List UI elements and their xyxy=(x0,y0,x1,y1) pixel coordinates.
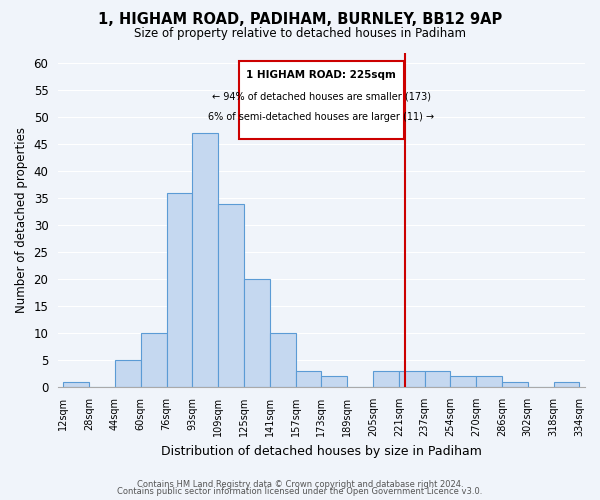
Bar xyxy=(554,382,580,387)
Text: ← 94% of detached houses are smaller (173): ← 94% of detached houses are smaller (17… xyxy=(212,92,431,102)
Bar xyxy=(296,371,322,387)
Bar xyxy=(425,371,451,387)
Bar xyxy=(373,371,399,387)
Bar xyxy=(167,193,193,387)
Text: 1, HIGHAM ROAD, PADIHAM, BURNLEY, BB12 9AP: 1, HIGHAM ROAD, PADIHAM, BURNLEY, BB12 9… xyxy=(98,12,502,28)
Bar xyxy=(451,376,476,387)
Bar xyxy=(322,376,347,387)
Bar xyxy=(218,204,244,387)
Bar xyxy=(476,376,502,387)
Bar xyxy=(399,371,425,387)
Text: 6% of semi-detached houses are larger (11) →: 6% of semi-detached houses are larger (1… xyxy=(208,112,434,122)
Text: 1 HIGHAM ROAD: 225sqm: 1 HIGHAM ROAD: 225sqm xyxy=(247,70,396,81)
Bar xyxy=(270,333,296,387)
Bar xyxy=(502,382,528,387)
X-axis label: Distribution of detached houses by size in Padiham: Distribution of detached houses by size … xyxy=(161,444,482,458)
Bar xyxy=(141,333,167,387)
Bar xyxy=(64,382,89,387)
Bar xyxy=(193,134,218,387)
Text: Size of property relative to detached houses in Padiham: Size of property relative to detached ho… xyxy=(134,28,466,40)
Y-axis label: Number of detached properties: Number of detached properties xyxy=(15,127,28,313)
Bar xyxy=(244,279,270,387)
Bar xyxy=(115,360,141,387)
FancyBboxPatch shape xyxy=(239,60,404,139)
Text: Contains public sector information licensed under the Open Government Licence v3: Contains public sector information licen… xyxy=(118,487,482,496)
Text: Contains HM Land Registry data © Crown copyright and database right 2024.: Contains HM Land Registry data © Crown c… xyxy=(137,480,463,489)
